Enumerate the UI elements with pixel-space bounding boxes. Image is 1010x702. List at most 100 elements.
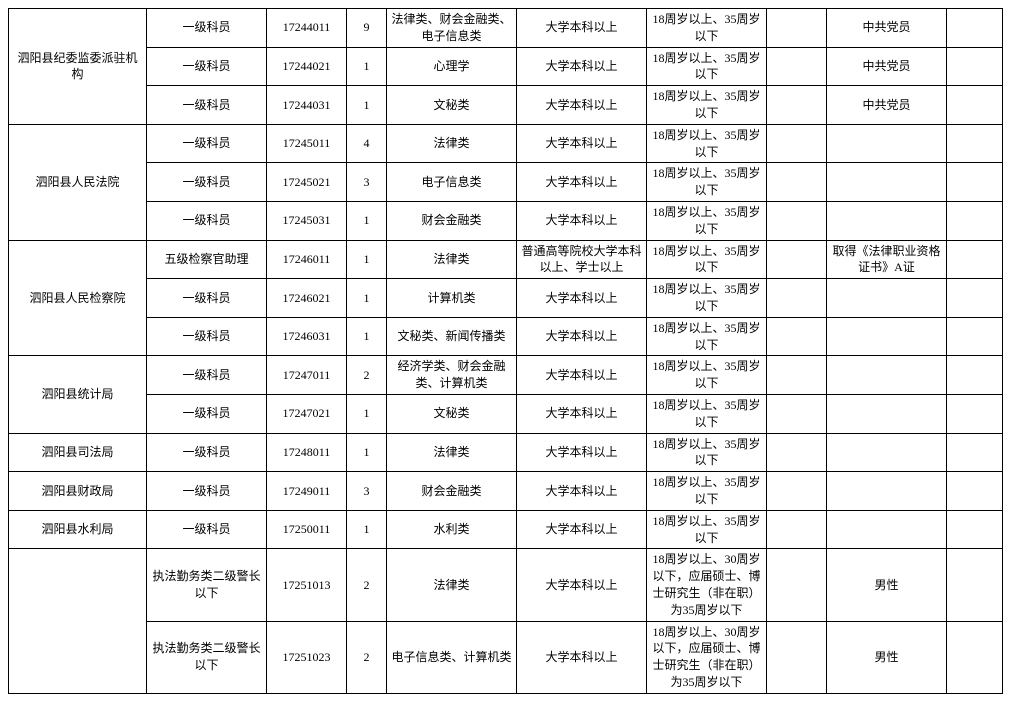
recruitment-table: 泗阳县纪委监委派驻机构一级科员172440119法律类、财会金融类、电子信息类大…	[8, 8, 1003, 694]
cell-count: 2	[347, 356, 387, 395]
cell-major: 法律类	[387, 433, 517, 472]
table-row: 泗阳县人民检察院五级检察官助理172460111法律类普通高等院校大学本科以上、…	[9, 240, 1003, 279]
cell-code: 17244021	[267, 47, 347, 86]
cell-code: 17244011	[267, 9, 347, 48]
cell-education: 大学本科以上	[517, 47, 647, 86]
cell-blank2	[947, 86, 1003, 125]
cell-blank2	[947, 124, 1003, 163]
cell-major: 文秘类	[387, 394, 517, 433]
cell-blank2	[947, 47, 1003, 86]
cell-age: 18周岁以上、35周岁以下	[647, 240, 767, 279]
cell-blank	[767, 47, 827, 86]
cell-major: 文秘类	[387, 86, 517, 125]
cell-position: 一级科员	[147, 47, 267, 86]
cell-blank	[767, 317, 827, 356]
cell-position: 一级科员	[147, 394, 267, 433]
table-row: 一级科员172450311财会金融类大学本科以上18周岁以上、35周岁以下	[9, 201, 1003, 240]
cell-count: 1	[347, 201, 387, 240]
cell-education: 普通高等院校大学本科以上、学士以上	[517, 240, 647, 279]
cell-education: 大学本科以上	[517, 201, 647, 240]
cell-education: 大学本科以上	[517, 9, 647, 48]
table-row: 泗阳县统计局一级科员172470112经济学类、财会金融类、计算机类大学本科以上…	[9, 356, 1003, 395]
cell-major: 计算机类	[387, 279, 517, 318]
cell-position: 一级科员	[147, 163, 267, 202]
cell-code: 17244031	[267, 86, 347, 125]
cell-count: 1	[347, 394, 387, 433]
cell-age: 18周岁以上、35周岁以下	[647, 47, 767, 86]
cell-code: 17246011	[267, 240, 347, 279]
cell-education: 大学本科以上	[517, 549, 647, 621]
cell-blank	[767, 124, 827, 163]
cell-blank2	[947, 549, 1003, 621]
cell-major: 电子信息类	[387, 163, 517, 202]
cell-age: 18周岁以上、30周岁以下，应届硕士、博士研究生（非在职）为35周岁以下	[647, 621, 767, 693]
cell-code: 17250011	[267, 510, 347, 549]
cell-count: 3	[347, 163, 387, 202]
cell-blank2	[947, 356, 1003, 395]
cell-age: 18周岁以上、35周岁以下	[647, 394, 767, 433]
cell-org: 泗阳县财政局	[9, 472, 147, 511]
cell-requirement: 取得《法律职业资格证书》A证	[827, 240, 947, 279]
cell-requirement: 中共党员	[827, 47, 947, 86]
cell-org: 泗阳县人民检察院	[9, 240, 147, 356]
cell-code: 17251023	[267, 621, 347, 693]
cell-blank2	[947, 240, 1003, 279]
cell-blank	[767, 356, 827, 395]
cell-requirement: 中共党员	[827, 86, 947, 125]
cell-position: 一级科员	[147, 124, 267, 163]
cell-age: 18周岁以上、35周岁以下	[647, 356, 767, 395]
cell-code: 17251013	[267, 549, 347, 621]
table-row: 一级科员172440311文秘类大学本科以上18周岁以上、35周岁以下中共党员	[9, 86, 1003, 125]
cell-major: 经济学类、财会金融类、计算机类	[387, 356, 517, 395]
cell-major: 法律类	[387, 240, 517, 279]
cell-age: 18周岁以上、35周岁以下	[647, 279, 767, 318]
cell-education: 大学本科以上	[517, 317, 647, 356]
cell-education: 大学本科以上	[517, 279, 647, 318]
cell-position: 一级科员	[147, 433, 267, 472]
cell-blank	[767, 240, 827, 279]
cell-blank	[767, 163, 827, 202]
cell-code: 17247011	[267, 356, 347, 395]
cell-position: 一级科员	[147, 279, 267, 318]
cell-org: 泗阳县纪委监委派驻机构	[9, 9, 147, 125]
cell-blank	[767, 433, 827, 472]
cell-position: 一级科员	[147, 472, 267, 511]
cell-requirement	[827, 279, 947, 318]
cell-requirement	[827, 394, 947, 433]
cell-requirement	[827, 124, 947, 163]
cell-count: 2	[347, 549, 387, 621]
cell-major: 水利类	[387, 510, 517, 549]
cell-major: 法律类、财会金融类、电子信息类	[387, 9, 517, 48]
cell-blank	[767, 86, 827, 125]
cell-blank	[767, 621, 827, 693]
cell-education: 大学本科以上	[517, 124, 647, 163]
cell-requirement: 中共党员	[827, 9, 947, 48]
cell-position: 执法勤务类二级警长以下	[147, 621, 267, 693]
cell-education: 大学本科以上	[517, 472, 647, 511]
cell-position: 五级检察官助理	[147, 240, 267, 279]
table-row: 泗阳县司法局一级科员172480111法律类大学本科以上18周岁以上、35周岁以…	[9, 433, 1003, 472]
table-row: 一级科员172450213电子信息类大学本科以上18周岁以上、35周岁以下	[9, 163, 1003, 202]
cell-blank2	[947, 510, 1003, 549]
cell-code: 17248011	[267, 433, 347, 472]
cell-age: 18周岁以上、35周岁以下	[647, 472, 767, 511]
cell-count: 4	[347, 124, 387, 163]
cell-org: 泗阳县人民法院	[9, 124, 147, 240]
cell-age: 18周岁以上、35周岁以下	[647, 124, 767, 163]
table-row: 一级科员172440211心理学大学本科以上18周岁以上、35周岁以下中共党员	[9, 47, 1003, 86]
cell-count: 2	[347, 621, 387, 693]
cell-blank2	[947, 201, 1003, 240]
cell-age: 18周岁以上、35周岁以下	[647, 317, 767, 356]
cell-blank2	[947, 472, 1003, 511]
cell-position: 一级科员	[147, 317, 267, 356]
cell-count: 1	[347, 240, 387, 279]
cell-major: 文秘类、新闻传播类	[387, 317, 517, 356]
cell-age: 18周岁以上、35周岁以下	[647, 86, 767, 125]
cell-count: 3	[347, 472, 387, 511]
cell-blank	[767, 279, 827, 318]
table-row: 一级科员172470211文秘类大学本科以上18周岁以上、35周岁以下	[9, 394, 1003, 433]
cell-count: 1	[347, 86, 387, 125]
cell-position: 一级科员	[147, 356, 267, 395]
cell-requirement	[827, 510, 947, 549]
cell-blank	[767, 472, 827, 511]
